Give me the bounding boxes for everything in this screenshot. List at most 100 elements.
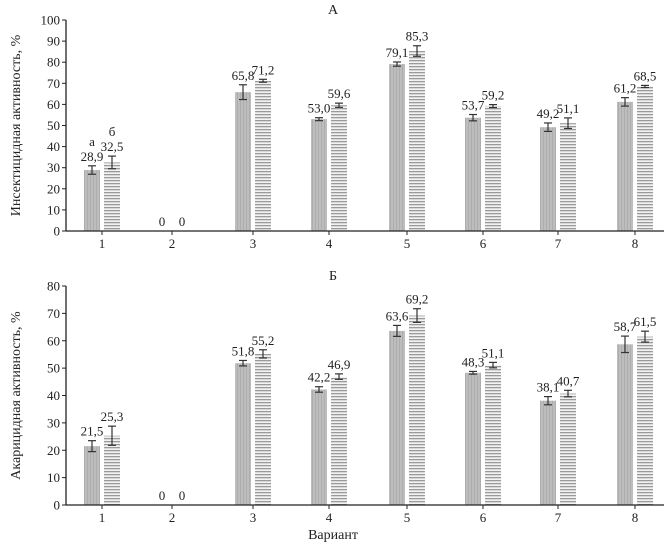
x-tick-label: 2 bbox=[169, 236, 176, 251]
data-label: 21,5 bbox=[81, 424, 104, 439]
data-label: 61,2 bbox=[614, 81, 637, 96]
x-tick-label: 4 bbox=[326, 236, 333, 251]
bar-series-b bbox=[637, 86, 653, 231]
y-tick-label: 70 bbox=[47, 76, 60, 91]
bar-series-b bbox=[409, 315, 425, 505]
bar-series-b bbox=[104, 435, 120, 505]
bar-series-b bbox=[331, 105, 347, 231]
bar-series-a bbox=[235, 363, 251, 505]
bar-series-a bbox=[465, 372, 481, 505]
y-tick-label: 80 bbox=[47, 279, 60, 294]
bar-series-b bbox=[485, 106, 501, 231]
bar-series-b bbox=[255, 353, 271, 505]
bar-series-a bbox=[311, 389, 327, 505]
y-tick-label: 10 bbox=[47, 202, 60, 217]
bar-series-a bbox=[235, 92, 251, 231]
x-tick-label: 5 bbox=[404, 236, 411, 251]
x-tick-label: 3 bbox=[250, 510, 257, 525]
bar-series-a bbox=[84, 170, 100, 231]
data-label: 0 bbox=[179, 214, 186, 229]
y-tick-label: 40 bbox=[47, 139, 60, 154]
bar-series-b bbox=[104, 162, 120, 231]
y-tick-label: 90 bbox=[47, 34, 60, 49]
data-label: 38,1 bbox=[537, 380, 560, 395]
data-label: 85,3 bbox=[406, 29, 429, 44]
y-axis-label: Инсектицидная активность, % bbox=[9, 34, 24, 216]
bar-series-b bbox=[485, 365, 501, 505]
data-label: 59,2 bbox=[482, 88, 505, 103]
y-axis-label: Акарицидная активность, % bbox=[9, 311, 24, 480]
chart-title: А bbox=[328, 3, 339, 18]
x-tick-label: 6 bbox=[480, 510, 487, 525]
data-label: 40,7 bbox=[557, 373, 580, 388]
x-tick-label: 1 bbox=[99, 236, 106, 251]
y-tick-label: 20 bbox=[47, 181, 60, 196]
x-tick-label: 7 bbox=[555, 510, 562, 525]
y-tick-label: 50 bbox=[47, 118, 60, 133]
bar-series-a bbox=[465, 117, 481, 231]
y-tick-label: 100 bbox=[41, 13, 61, 28]
x-tick-label: 7 bbox=[555, 236, 562, 251]
bar-series-b bbox=[255, 80, 271, 231]
data-label: 32,5 bbox=[101, 139, 124, 154]
series-label: а bbox=[89, 134, 95, 149]
bar-series-a bbox=[617, 344, 633, 505]
data-label: 42,2 bbox=[308, 370, 331, 385]
chart-title: Б bbox=[329, 269, 337, 284]
data-label: 53,0 bbox=[308, 101, 331, 116]
data-label: 58,7 bbox=[614, 319, 637, 334]
x-tick-label: 5 bbox=[404, 510, 411, 525]
y-tick-label: 40 bbox=[47, 388, 60, 403]
data-label: 55,2 bbox=[252, 333, 275, 348]
y-tick-label: 10 bbox=[47, 470, 60, 485]
data-label: 49,2 bbox=[537, 106, 560, 121]
series-label: б bbox=[109, 124, 116, 139]
bar-series-b bbox=[409, 51, 425, 231]
data-label: 79,1 bbox=[386, 45, 409, 60]
bar-series-a bbox=[84, 446, 100, 505]
data-label: 51,1 bbox=[557, 101, 580, 116]
data-label: 25,3 bbox=[101, 409, 124, 424]
data-label: 69,2 bbox=[406, 292, 429, 307]
bar-series-b bbox=[331, 376, 347, 505]
y-tick-label: 0 bbox=[54, 498, 61, 513]
x-tick-label: 3 bbox=[250, 236, 257, 251]
x-axis-label: Вариант bbox=[308, 528, 358, 543]
data-label: 51,1 bbox=[482, 345, 505, 360]
x-tick-label: 6 bbox=[480, 236, 487, 251]
data-label: 0 bbox=[159, 214, 166, 229]
y-tick-label: 30 bbox=[47, 415, 60, 430]
bar-series-a bbox=[389, 330, 405, 505]
bar-series-a bbox=[540, 400, 556, 505]
x-tick-label: 1 bbox=[99, 510, 106, 525]
y-tick-label: 60 bbox=[47, 97, 60, 112]
y-tick-label: 30 bbox=[47, 160, 60, 175]
x-tick-label: 4 bbox=[326, 510, 333, 525]
bar-series-b bbox=[560, 393, 576, 505]
x-tick-label: 2 bbox=[169, 510, 176, 525]
data-label: 61,5 bbox=[634, 314, 657, 329]
data-label: 48,3 bbox=[462, 354, 485, 369]
data-label: 46,9 bbox=[328, 357, 351, 372]
data-label: 28,9 bbox=[81, 149, 104, 164]
data-label: 59,6 bbox=[328, 86, 351, 101]
x-tick-label: 8 bbox=[632, 236, 639, 251]
bar-series-a bbox=[389, 64, 405, 231]
bar-series-a bbox=[540, 127, 556, 231]
y-tick-label: 20 bbox=[47, 443, 60, 458]
y-tick-label: 0 bbox=[54, 224, 61, 239]
data-label: 53,7 bbox=[462, 98, 485, 113]
x-tick-label: 8 bbox=[632, 510, 639, 525]
data-label: 0 bbox=[159, 488, 166, 503]
bar-series-a bbox=[311, 119, 327, 231]
data-label: 51,8 bbox=[232, 343, 255, 358]
y-tick-label: 50 bbox=[47, 361, 60, 376]
y-tick-label: 80 bbox=[47, 55, 60, 70]
bar-series-b bbox=[560, 123, 576, 231]
data-label: 0 bbox=[179, 488, 186, 503]
y-tick-label: 70 bbox=[47, 306, 60, 321]
bar-series-b bbox=[637, 336, 653, 505]
data-label: 71,2 bbox=[252, 62, 275, 77]
data-label: 63,6 bbox=[386, 308, 409, 323]
